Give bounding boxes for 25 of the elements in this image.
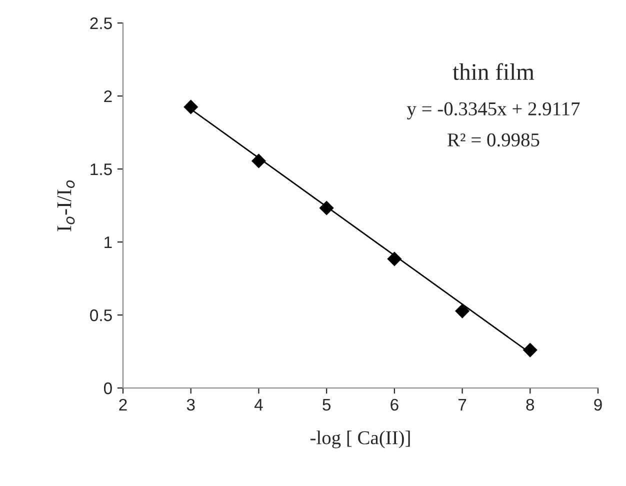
x-tick-label: 6 (390, 398, 398, 411)
point (251, 154, 266, 168)
point (387, 252, 402, 266)
point (522, 342, 538, 358)
x-tick-label: 8 (526, 398, 534, 411)
point (184, 100, 198, 114)
y-tick-label: 0.5 (90, 309, 112, 322)
y-tick-label: 2 (104, 90, 112, 102)
y-tick-label: 2.5 (90, 17, 112, 30)
x-tick-label: 5 (322, 399, 331, 411)
point (319, 200, 334, 216)
x-tick-label: 7 (458, 399, 466, 410)
x-axis-title: -log [ Ca(II)] (310, 430, 410, 448)
y-tick-label: 1.5 (90, 164, 112, 176)
y-tick-label: 1 (104, 236, 112, 248)
annotation: y = -0.3345x + 2.9117 (406, 102, 580, 120)
annotation: R² = 0.9985 (448, 133, 540, 147)
x-tick-label: 2 (119, 398, 127, 410)
y-axis-title: I$_{o}$-I/I$_{o}$ (57, 180, 75, 232)
x-tick-label: 4 (254, 399, 263, 410)
y-tick-label: 0 (104, 382, 112, 394)
point (455, 304, 470, 318)
annotation: thin film (452, 63, 534, 80)
x-tick-label: 9 (594, 398, 602, 411)
x-tick-label: 3 (186, 398, 195, 411)
